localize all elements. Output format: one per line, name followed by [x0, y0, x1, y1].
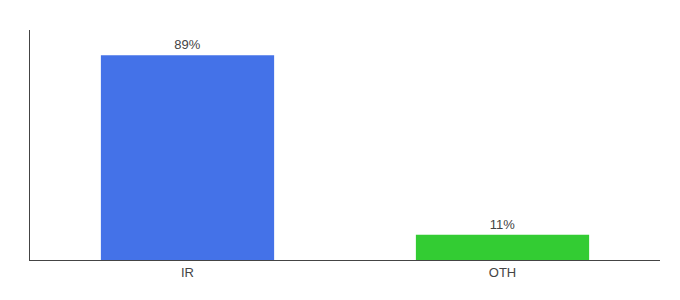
svg-text:IR: IR	[181, 265, 194, 280]
svg-text:11%: 11%	[490, 217, 515, 232]
svg-text:OTH: OTH	[489, 265, 516, 280]
svg-text:89%: 89%	[174, 37, 200, 52]
